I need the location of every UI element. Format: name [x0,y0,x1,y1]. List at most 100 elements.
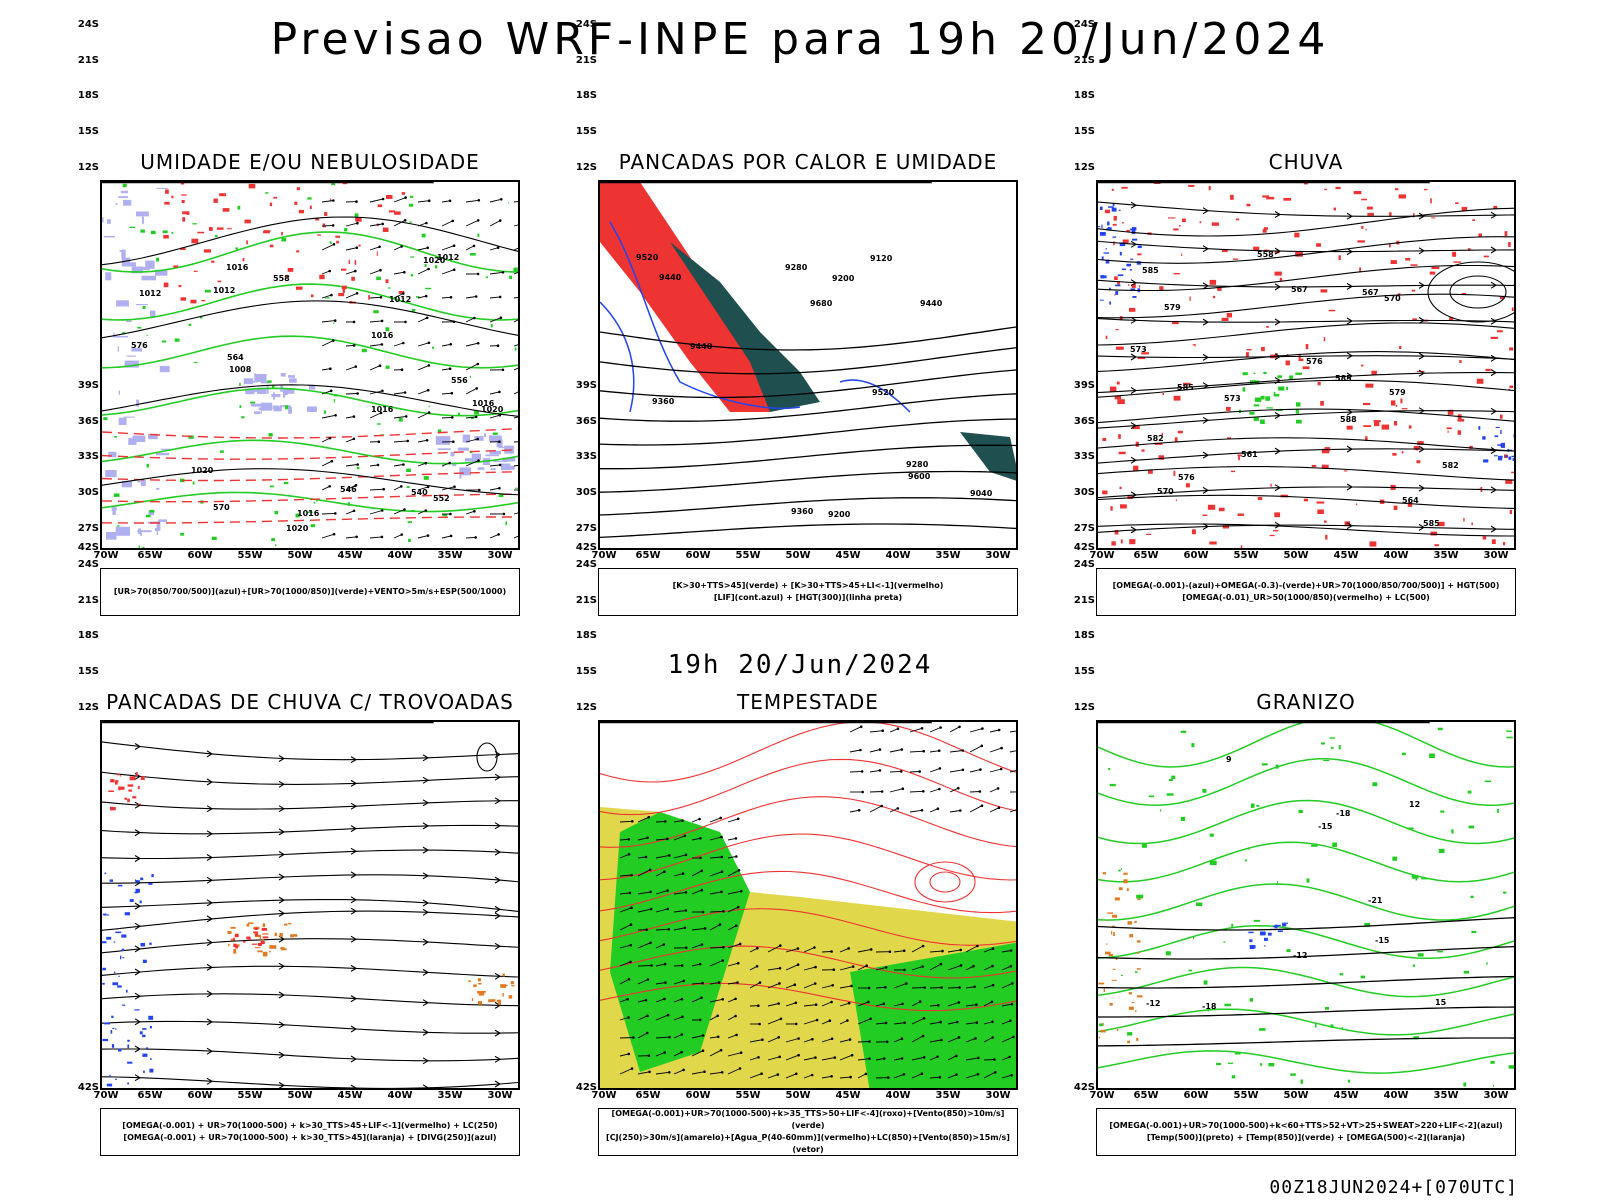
contour-label: 9520 [872,388,895,397]
lon-tick-label: 45W [835,550,861,561]
humidity-lower-spot [347,502,350,506]
streamline-arrow [1490,369,1498,377]
wind-vector [637,891,651,895]
lon-tick-label: 60W [187,550,213,561]
map-frame: -12 -15 -18 -21 15 12 9 -12 -15 -18 [1096,720,1516,1090]
vector-head [813,982,817,985]
wind-vector [619,1037,634,1039]
contour-label: -18 [1336,809,1351,818]
humidity-lower-spot [211,536,217,540]
thickness-spot [269,202,273,207]
humidity-upper-area [288,375,295,378]
vector-head [972,964,975,968]
rain-area-red [1407,502,1413,507]
thickness-spot [213,198,218,203]
rain-area-red [1245,352,1249,358]
wind-vector [465,363,479,371]
divergence-area-blue [109,879,113,882]
page-title: Previsao WRF-INPE para 19h 20/Jun/2024 [270,14,1330,65]
rain-area-red [1493,205,1498,209]
streamline-arrow [134,743,142,750]
contour-label: 9 [1226,755,1232,764]
vector-head [356,221,359,225]
lon-tick-label: 65W [635,550,661,561]
wind-vector [785,1038,799,1043]
thickness-spot [171,195,174,199]
vector-head [334,414,337,417]
vector-head [477,459,480,462]
vector-head [450,391,454,395]
longitude-axis: 70W 65W 60W 55W 50W 45W 40W 35W 30W [592,550,1018,564]
humidity-lower-spot [140,229,145,233]
vector-head [1011,982,1014,985]
temp850-spot [1142,843,1147,848]
thunderstorm-area-red [233,943,237,948]
lon-tick-label: 55W [735,1090,761,1101]
humidity-lower-spot [333,399,335,403]
thickness-spot [182,217,186,222]
humidity-lower-spot [239,382,241,386]
wind-vector [709,960,723,967]
geopotential-contour [600,418,1016,446]
omega-area-blue [1126,263,1131,267]
humidity-lower-spot [146,463,149,468]
humidity-lower-spot [490,324,493,328]
rain-area-red [1400,398,1403,404]
rain-area-red [1274,250,1280,254]
map-frame [100,720,520,1090]
wind-vector [637,1071,650,1075]
vector-head [680,964,684,967]
streamline-arrow [278,873,286,881]
temp850-spot [1275,764,1279,769]
wind-vector [673,820,683,823]
wind-vector [369,365,381,371]
rain-area-red [1367,212,1374,216]
rain-area-red [1511,307,1514,311]
thickness-spot [317,234,321,236]
humidity-lower-spot [159,547,162,548]
streamline [1098,318,1514,323]
omega-area-green [1278,386,1285,391]
wind-vector [465,416,477,419]
contour-label: 9440 [920,299,943,308]
vector-head [646,978,650,981]
temp850-spot [1276,880,1278,886]
humidity-lower-spot [200,317,203,319]
vector-head [880,790,884,793]
thunderstorm-area-red [108,790,114,792]
vector-head [426,388,430,392]
humidity-lower-spot [103,417,108,421]
omega-area-green [1286,386,1289,390]
wind-vector [619,998,628,1003]
temp850-spot [1321,742,1325,745]
vector-head [734,1014,737,1018]
wind-vector [345,393,358,395]
rain-area-red [1357,240,1365,243]
temp850-spot [1209,833,1214,837]
humidity-upper-area [155,269,168,276]
wind-vector [893,983,907,989]
rain-area-red [1394,421,1398,426]
vector-head [857,808,861,812]
humidity-upper-area [159,365,170,373]
instability-area-red [600,182,770,412]
omega-area-blue [1494,455,1498,457]
streamline-arrow [1418,212,1426,220]
panel-chuva: CHUVA12S15S18S21S24S27S30S33S36S39S42S70… [1053,19,1533,630]
omega-area-blue [1101,256,1104,260]
temp850-spot [1392,856,1398,861]
thickness-spot [401,192,405,195]
wind-vector [619,1068,633,1075]
divergence-area-blue [142,1053,148,1057]
lat-tick-label: 42S [1073,542,1095,553]
height-contour [1098,264,1514,292]
thunderstorm-area-orange [283,923,288,926]
vector-head [355,200,358,203]
wind-vector [321,533,335,539]
vector-head [738,942,742,946]
wind-vector [513,271,518,275]
streamline-arrow [206,1018,214,1026]
vector-head [646,1014,649,1018]
